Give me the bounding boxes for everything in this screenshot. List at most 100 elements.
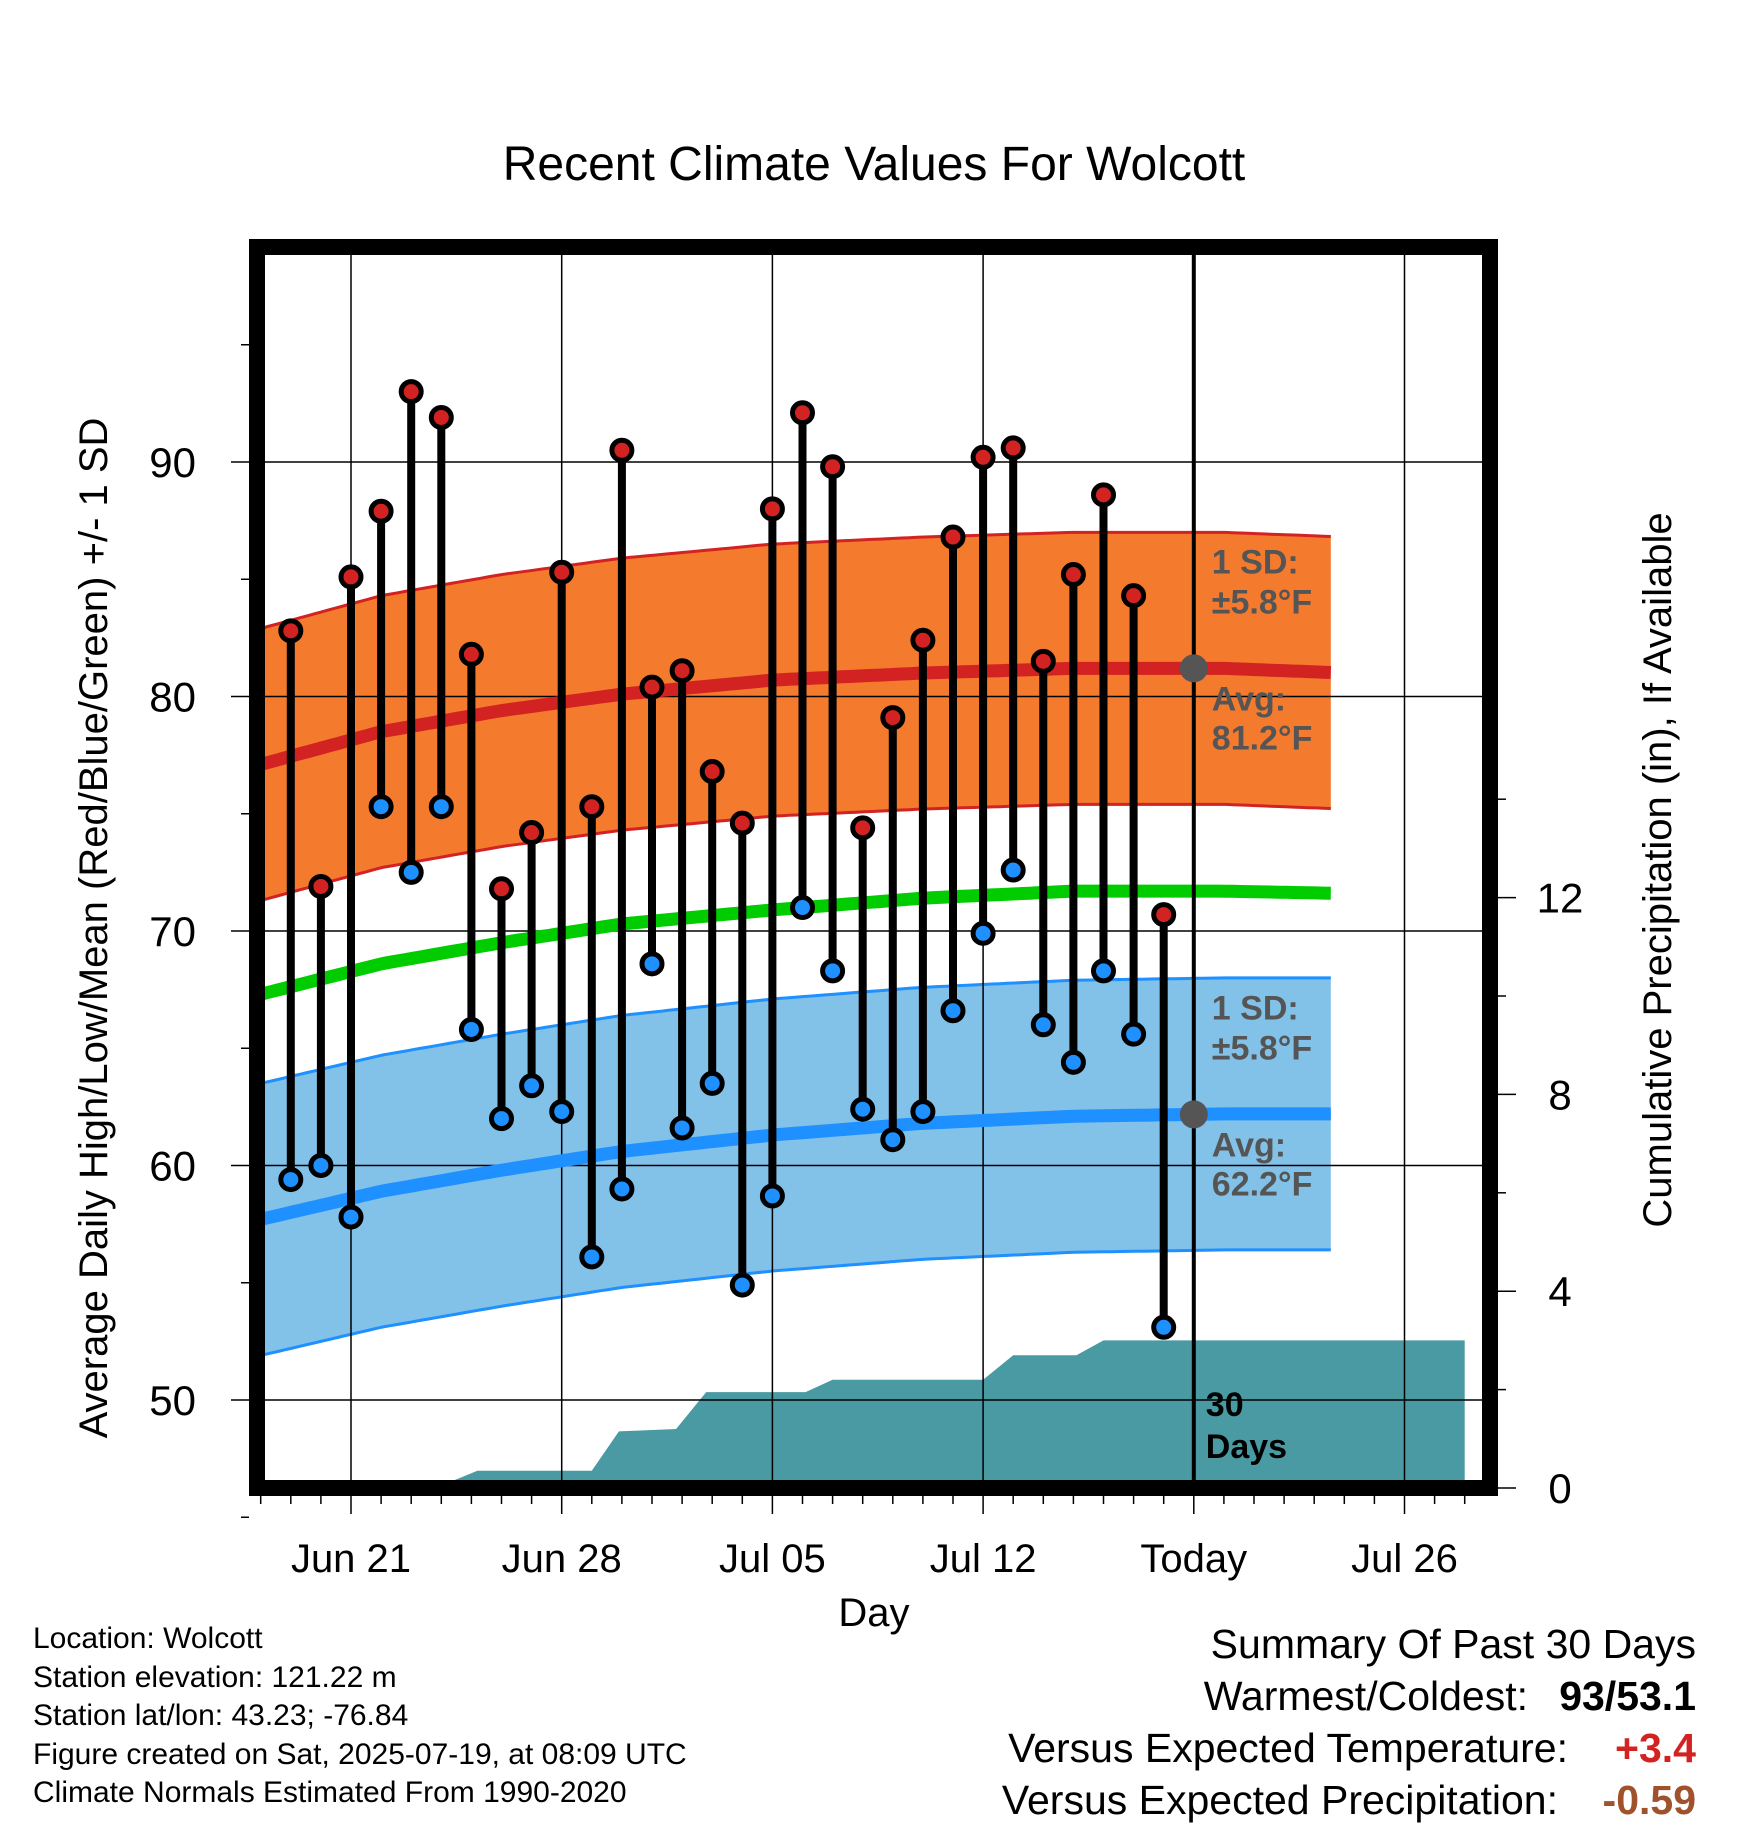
plot-area xyxy=(257,247,1490,1488)
daily-high-point xyxy=(519,820,545,846)
low-sd-value: ±5.8°F xyxy=(1212,1029,1312,1067)
y-tick-label: 50 xyxy=(149,1377,196,1424)
daily-low-point xyxy=(458,1016,484,1042)
daily-high-point xyxy=(338,564,364,590)
daily-low-point xyxy=(759,1183,785,1209)
daily-high-point xyxy=(489,876,514,902)
high-sd-upper-line xyxy=(257,530,1331,630)
daily-low-point xyxy=(729,1272,755,1298)
daily-high-point xyxy=(1000,435,1026,461)
daily-low-point xyxy=(579,1244,605,1270)
daily-low-point xyxy=(699,1070,725,1096)
y-tick-label: 80 xyxy=(149,674,196,721)
daily-high-point xyxy=(398,379,424,405)
daily-low-point xyxy=(910,1099,936,1125)
plot-frame xyxy=(249,239,1498,1496)
y2-tick-label: 4 xyxy=(1548,1268,1571,1315)
low-sd-upper-line xyxy=(257,976,1331,1085)
daily-high-point xyxy=(1060,562,1086,588)
daily-low-point xyxy=(1060,1049,1086,1075)
daily-high-point xyxy=(1030,648,1056,674)
daily-high-point xyxy=(699,759,725,785)
daily-high-point xyxy=(790,400,815,426)
window-label-count: 30 xyxy=(1206,1386,1244,1424)
low-sd-label: 1 SD: xyxy=(1212,989,1299,1027)
window-label-unit: Days xyxy=(1206,1428,1287,1466)
high-sd-label: 1 SD: xyxy=(1212,543,1299,581)
daily-high-point xyxy=(970,444,996,470)
daily-low-point xyxy=(489,1106,514,1132)
daily-low-point xyxy=(970,920,996,946)
station-info: Location: Wolcott Station elevation: 121… xyxy=(33,1620,687,1813)
x-tick-label: Jun 21 xyxy=(291,1537,411,1581)
daily-low-point xyxy=(338,1204,364,1230)
high-sd-band xyxy=(257,532,1331,901)
x-tick-label: Today xyxy=(1140,1537,1247,1581)
temp-value: +3.4 xyxy=(1615,1725,1696,1771)
daily-high-point xyxy=(579,794,605,820)
daily-high-point xyxy=(1151,902,1177,928)
daily-high-point xyxy=(910,627,936,653)
daily-high-point xyxy=(669,658,695,684)
daily-low-point xyxy=(820,958,846,984)
daily-low-point xyxy=(850,1096,876,1122)
y2-tick-label: 8 xyxy=(1548,1071,1571,1118)
x-tick-label: Jul 26 xyxy=(1351,1537,1458,1581)
warmest-value: 93/53.1 xyxy=(1559,1673,1696,1719)
daily-high-point xyxy=(1091,482,1116,508)
daily-high-point xyxy=(729,810,755,836)
warmest-label: Warmest/Coldest: xyxy=(1203,1673,1528,1719)
daily-low-point xyxy=(1091,958,1116,984)
daily-low-point xyxy=(1151,1314,1177,1340)
daily-high-point xyxy=(308,873,334,899)
daily-high-point xyxy=(428,404,454,430)
y-tick-label: 60 xyxy=(149,1143,196,1190)
summary-temp-row: Versus Expected Temperature: +3.4 xyxy=(1002,1722,1696,1774)
summary-warmest-row: Warmest/Coldest: 93/53.1 xyxy=(1002,1670,1696,1722)
daily-low-point xyxy=(308,1153,334,1178)
daily-low-point xyxy=(519,1073,545,1099)
daily-high-point xyxy=(368,498,394,524)
daily-low-point xyxy=(790,895,815,921)
daily-high-point xyxy=(639,674,665,700)
latlon-text: Station lat/lon: 43.23; -76.84 xyxy=(33,1699,409,1732)
created-text: Figure created on Sat, 2025-07-19, at 08… xyxy=(33,1737,687,1771)
daily-high-point xyxy=(940,524,966,550)
x-tick-label: Jul 12 xyxy=(930,1537,1037,1581)
normal-high-line xyxy=(257,661,1332,771)
x-tick-label: Jul 05 xyxy=(719,1537,826,1581)
daily-low-point xyxy=(549,1099,575,1125)
daily-high-point xyxy=(1121,583,1147,609)
daily-low-point xyxy=(398,859,424,885)
temp-label: Versus Expected Temperature: xyxy=(1008,1725,1568,1771)
y-axis-label: Average Daily High/Low/Mean (Red/Blue/Gr… xyxy=(72,418,116,1439)
y-tick-label: 70 xyxy=(149,908,196,955)
daily-high-point xyxy=(609,437,635,463)
y2-tick-label: 12 xyxy=(1537,875,1584,922)
daily-high-point xyxy=(820,454,846,480)
location-text: Location: Wolcott xyxy=(33,1622,263,1655)
normal-low-line xyxy=(257,1107,1331,1226)
daily-low-point xyxy=(1121,1021,1147,1047)
daily-high-point xyxy=(549,559,575,585)
precip-value: -0.59 xyxy=(1602,1777,1696,1823)
low-avg-label: Avg: xyxy=(1212,1126,1286,1164)
daily-high-point xyxy=(850,815,876,841)
chart-title: Recent Climate Values For Wolcott xyxy=(503,138,1246,191)
y2-axis-label: Cumulative Precipitation (in), If Availa… xyxy=(1636,512,1680,1227)
summary-precip-row: Versus Expected Precipitation: -0.59 xyxy=(1002,1774,1696,1826)
high-sd-value: ±5.8°F xyxy=(1212,583,1312,621)
daily-low-point xyxy=(940,998,966,1024)
normal-high-today-dot xyxy=(1179,654,1208,683)
y-tick-label: 90 xyxy=(149,439,196,486)
daily-low-point xyxy=(278,1167,304,1193)
low-sd-band xyxy=(257,977,1331,1356)
low-avg-value: 62.2°F xyxy=(1212,1165,1313,1203)
y2-tick-label: 0 xyxy=(1548,1465,1571,1512)
daily-low-point xyxy=(368,794,394,820)
normal-low-today-dot xyxy=(1179,1100,1208,1129)
high-sd-lower-line xyxy=(257,802,1331,902)
low-sd-lower-line xyxy=(257,1248,1331,1357)
daily-low-point xyxy=(1030,1012,1056,1038)
